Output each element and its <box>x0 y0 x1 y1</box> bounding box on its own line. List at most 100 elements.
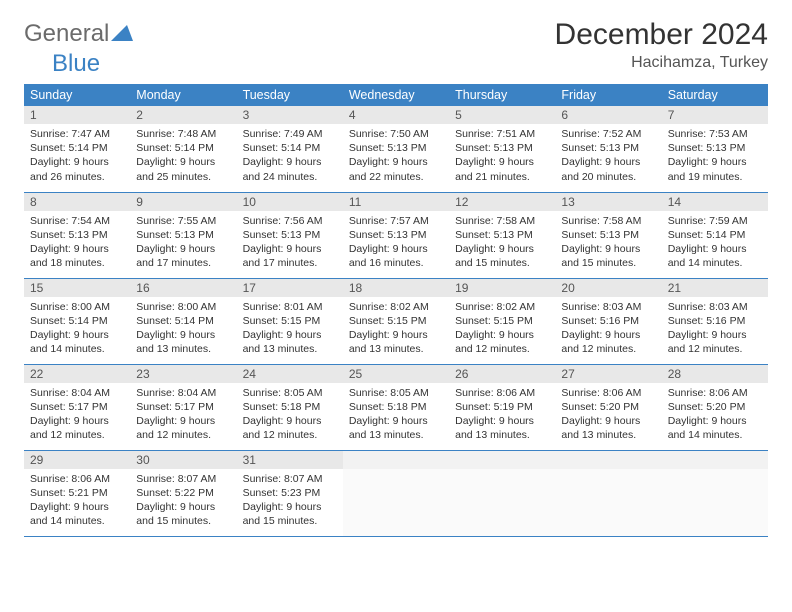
day-details: Sunrise: 8:07 AMSunset: 5:22 PMDaylight:… <box>130 469 236 534</box>
weekday-header: Friday <box>555 84 661 106</box>
day-number: 26 <box>449 365 555 383</box>
day-details: Sunrise: 8:06 AMSunset: 5:20 PMDaylight:… <box>555 383 661 448</box>
sunset-line: Sunset: 5:19 PM <box>455 400 549 414</box>
sunrise-line: Sunrise: 7:54 AM <box>30 214 124 228</box>
day-details: Sunrise: 8:03 AMSunset: 5:16 PMDaylight:… <box>662 297 768 362</box>
brand-name-a: General <box>24 20 109 47</box>
sunrise-line: Sunrise: 8:04 AM <box>136 386 230 400</box>
sunrise-line: Sunrise: 8:03 AM <box>561 300 655 314</box>
day-number: 25 <box>343 365 449 383</box>
day-number: 5 <box>449 106 555 124</box>
day-details: Sunrise: 8:00 AMSunset: 5:14 PMDaylight:… <box>24 297 130 362</box>
day-number: 22 <box>24 365 130 383</box>
calendar-week: 8Sunrise: 7:54 AMSunset: 5:13 PMDaylight… <box>24 192 768 278</box>
day-details: Sunrise: 8:03 AMSunset: 5:16 PMDaylight:… <box>555 297 661 362</box>
day-details: Sunrise: 8:04 AMSunset: 5:17 PMDaylight:… <box>130 383 236 448</box>
calendar-day: 13Sunrise: 7:58 AMSunset: 5:13 PMDayligh… <box>555 192 661 278</box>
weekday-header: Saturday <box>662 84 768 106</box>
daylight-line: Daylight: 9 hours and 16 minutes. <box>349 242 443 270</box>
day-number: 16 <box>130 279 236 297</box>
calendar-day: 18Sunrise: 8:02 AMSunset: 5:15 PMDayligh… <box>343 278 449 364</box>
calendar-day-empty <box>449 450 555 536</box>
calendar-day: 27Sunrise: 8:06 AMSunset: 5:20 PMDayligh… <box>555 364 661 450</box>
brand-name-b: Blue <box>52 50 100 77</box>
day-number: 17 <box>237 279 343 297</box>
sunrise-line: Sunrise: 8:00 AM <box>136 300 230 314</box>
sunset-line: Sunset: 5:14 PM <box>136 314 230 328</box>
sunset-line: Sunset: 5:16 PM <box>561 314 655 328</box>
day-details: Sunrise: 8:00 AMSunset: 5:14 PMDaylight:… <box>130 297 236 362</box>
sunrise-line: Sunrise: 8:00 AM <box>30 300 124 314</box>
day-number: 20 <box>555 279 661 297</box>
sunset-line: Sunset: 5:14 PM <box>30 314 124 328</box>
day-details: Sunrise: 7:54 AMSunset: 5:13 PMDaylight:… <box>24 211 130 276</box>
calendar-day: 31Sunrise: 8:07 AMSunset: 5:23 PMDayligh… <box>237 450 343 536</box>
sunrise-line: Sunrise: 8:05 AM <box>243 386 337 400</box>
sunrise-line: Sunrise: 8:05 AM <box>349 386 443 400</box>
day-details: Sunrise: 7:48 AMSunset: 5:14 PMDaylight:… <box>130 124 236 189</box>
daylight-line: Daylight: 9 hours and 15 minutes. <box>243 500 337 528</box>
daylight-line: Daylight: 9 hours and 14 minutes. <box>30 500 124 528</box>
calendar-week: 1Sunrise: 7:47 AMSunset: 5:14 PMDaylight… <box>24 106 768 192</box>
calendar-day-empty <box>343 450 449 536</box>
day-details: Sunrise: 8:06 AMSunset: 5:20 PMDaylight:… <box>662 383 768 448</box>
sunset-line: Sunset: 5:13 PM <box>455 228 549 242</box>
daylight-line: Daylight: 9 hours and 14 minutes. <box>668 414 762 442</box>
sunset-line: Sunset: 5:13 PM <box>349 141 443 155</box>
daylight-line: Daylight: 9 hours and 13 minutes. <box>561 414 655 442</box>
sunrise-line: Sunrise: 8:06 AM <box>668 386 762 400</box>
day-details: Sunrise: 8:01 AMSunset: 5:15 PMDaylight:… <box>237 297 343 362</box>
sunset-line: Sunset: 5:14 PM <box>30 141 124 155</box>
calendar-day: 5Sunrise: 7:51 AMSunset: 5:13 PMDaylight… <box>449 106 555 192</box>
calendar-day: 1Sunrise: 7:47 AMSunset: 5:14 PMDaylight… <box>24 106 130 192</box>
day-number: 6 <box>555 106 661 124</box>
sunset-line: Sunset: 5:13 PM <box>243 228 337 242</box>
calendar-day: 29Sunrise: 8:06 AMSunset: 5:21 PMDayligh… <box>24 450 130 536</box>
day-number: 4 <box>343 106 449 124</box>
day-details: Sunrise: 8:06 AMSunset: 5:21 PMDaylight:… <box>24 469 130 534</box>
day-details: Sunrise: 7:55 AMSunset: 5:13 PMDaylight:… <box>130 211 236 276</box>
calendar-day: 4Sunrise: 7:50 AMSunset: 5:13 PMDaylight… <box>343 106 449 192</box>
sunset-line: Sunset: 5:14 PM <box>668 228 762 242</box>
day-number: 9 <box>130 193 236 211</box>
weekday-header: Monday <box>130 84 236 106</box>
sunrise-line: Sunrise: 8:07 AM <box>136 472 230 486</box>
day-number: 28 <box>662 365 768 383</box>
brand-triangle-icon <box>111 25 133 46</box>
calendar-page: General Blue December 2024 Hacihamza, Tu… <box>0 0 792 555</box>
day-number: 8 <box>24 193 130 211</box>
calendar-day: 7Sunrise: 7:53 AMSunset: 5:13 PMDaylight… <box>662 106 768 192</box>
daylight-line: Daylight: 9 hours and 24 minutes. <box>243 155 337 183</box>
calendar-day: 8Sunrise: 7:54 AMSunset: 5:13 PMDaylight… <box>24 192 130 278</box>
day-number <box>662 451 768 469</box>
daylight-line: Daylight: 9 hours and 13 minutes. <box>349 328 443 356</box>
month-title: December 2024 <box>555 18 768 52</box>
title-block: December 2024 Hacihamza, Turkey <box>555 18 768 72</box>
daylight-line: Daylight: 9 hours and 13 minutes. <box>349 414 443 442</box>
day-details: Sunrise: 7:52 AMSunset: 5:13 PMDaylight:… <box>555 124 661 189</box>
calendar-day: 10Sunrise: 7:56 AMSunset: 5:13 PMDayligh… <box>237 192 343 278</box>
day-details: Sunrise: 7:51 AMSunset: 5:13 PMDaylight:… <box>449 124 555 189</box>
calendar-week: 29Sunrise: 8:06 AMSunset: 5:21 PMDayligh… <box>24 450 768 536</box>
sunset-line: Sunset: 5:22 PM <box>136 486 230 500</box>
sunset-line: Sunset: 5:18 PM <box>243 400 337 414</box>
day-number <box>343 451 449 469</box>
sunset-line: Sunset: 5:17 PM <box>30 400 124 414</box>
weekday-header: Wednesday <box>343 84 449 106</box>
day-number: 2 <box>130 106 236 124</box>
calendar-day: 26Sunrise: 8:06 AMSunset: 5:19 PMDayligh… <box>449 364 555 450</box>
sunset-line: Sunset: 5:16 PM <box>668 314 762 328</box>
sunrise-line: Sunrise: 8:02 AM <box>349 300 443 314</box>
daylight-line: Daylight: 9 hours and 12 minutes. <box>455 328 549 356</box>
calendar-week: 15Sunrise: 8:00 AMSunset: 5:14 PMDayligh… <box>24 278 768 364</box>
day-details: Sunrise: 7:50 AMSunset: 5:13 PMDaylight:… <box>343 124 449 189</box>
daylight-line: Daylight: 9 hours and 14 minutes. <box>30 328 124 356</box>
day-number: 3 <box>237 106 343 124</box>
day-number: 15 <box>24 279 130 297</box>
sunrise-line: Sunrise: 8:06 AM <box>455 386 549 400</box>
sunset-line: Sunset: 5:13 PM <box>455 141 549 155</box>
daylight-line: Daylight: 9 hours and 14 minutes. <box>668 242 762 270</box>
calendar-day: 20Sunrise: 8:03 AMSunset: 5:16 PMDayligh… <box>555 278 661 364</box>
header: General Blue December 2024 Hacihamza, Tu… <box>24 18 768 76</box>
day-details: Sunrise: 7:49 AMSunset: 5:14 PMDaylight:… <box>237 124 343 189</box>
